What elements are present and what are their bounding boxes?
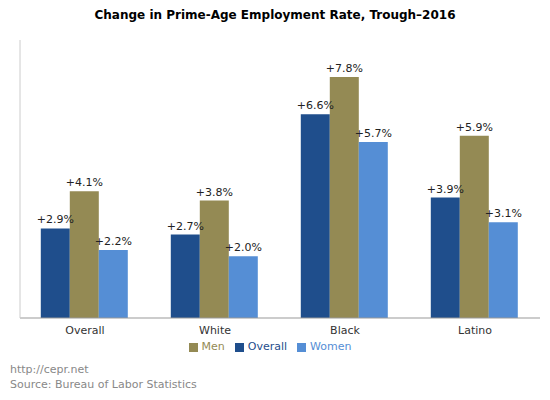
svg-text:+2.2%: +2.2% xyxy=(95,235,132,248)
svg-text:+2.0%: +2.0% xyxy=(225,241,262,254)
svg-text:White: White xyxy=(199,324,231,337)
svg-text:+4.1%: +4.1% xyxy=(66,176,103,189)
svg-text:+2.9%: +2.9% xyxy=(37,213,74,226)
svg-text:+3.1%: +3.1% xyxy=(485,207,522,220)
svg-text:Latino: Latino xyxy=(458,324,492,337)
html-text:Women: Women xyxy=(310,340,352,353)
html-text:Source: Bureau of Labor Statis: Source: Bureau of Labor Statistics xyxy=(10,378,197,391)
svg-text:+6.6%: +6.6% xyxy=(297,99,334,112)
html-text:Men: Men xyxy=(201,340,225,353)
svg-text:+7.8%: +7.8% xyxy=(326,62,363,75)
svg-text:+3.9%: +3.9% xyxy=(427,183,464,196)
svg-text:+2.7%: +2.7% xyxy=(167,220,204,233)
html-text:http://cepr.net: http://cepr.net xyxy=(10,363,89,376)
html-text:Overall: Overall xyxy=(247,340,288,353)
svg-text:+5.9%: +5.9% xyxy=(456,121,493,134)
html-text:Change in Prime-Age Employment: Change in Prime-Age Employment Rate, Tro… xyxy=(94,8,456,22)
svg-text:+3.8%: +3.8% xyxy=(196,186,233,199)
svg-text:Overall: Overall xyxy=(65,324,104,337)
svg-text:+5.7%: +5.7% xyxy=(355,127,392,140)
svg-text:Black: Black xyxy=(330,324,360,337)
